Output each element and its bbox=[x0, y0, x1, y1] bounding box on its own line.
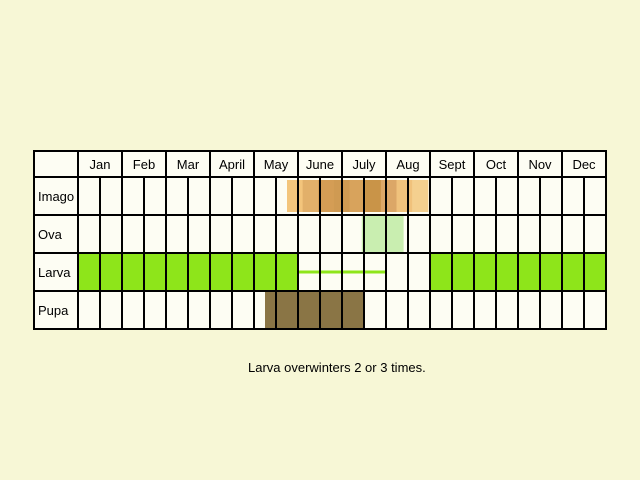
month-label: Oct bbox=[486, 157, 507, 172]
imago-band-segment bbox=[380, 180, 398, 212]
month-label: Nov bbox=[528, 157, 552, 172]
month-label: Feb bbox=[133, 157, 155, 172]
month-label: Sept bbox=[439, 157, 466, 172]
imago-band-segment bbox=[412, 180, 429, 212]
imago-band-segment bbox=[349, 180, 366, 212]
month-label: April bbox=[219, 157, 245, 172]
band-pupa bbox=[265, 291, 364, 329]
month-label: May bbox=[264, 157, 289, 172]
stage-label: Larva bbox=[38, 265, 71, 280]
month-label: Jan bbox=[90, 157, 111, 172]
stage-label: Ova bbox=[38, 227, 63, 242]
imago-band-segment bbox=[365, 180, 382, 212]
imago-band-segment bbox=[287, 180, 304, 212]
band-ova bbox=[361, 215, 404, 253]
overwinter-note: Larva overwinters 2 or 3 times. bbox=[248, 360, 426, 375]
month-label: Aug bbox=[396, 157, 419, 172]
imago-band-segment bbox=[396, 180, 413, 212]
imago-band-segment bbox=[302, 180, 319, 212]
imago-band-segment bbox=[318, 180, 335, 212]
month-label: July bbox=[352, 157, 376, 172]
stage-label: Pupa bbox=[38, 303, 69, 318]
month-label: June bbox=[306, 157, 334, 172]
month-label: Dec bbox=[572, 157, 596, 172]
month-label: Mar bbox=[177, 157, 200, 172]
stage-label: Imago bbox=[38, 189, 74, 204]
